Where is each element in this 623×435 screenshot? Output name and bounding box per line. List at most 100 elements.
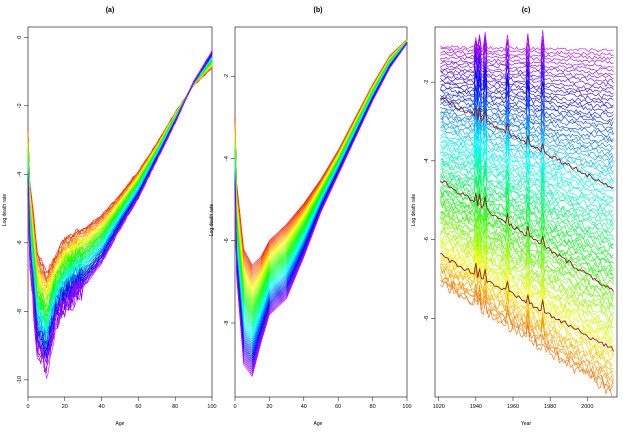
series-line	[440, 242, 614, 342]
x-tick-label: 1920	[433, 404, 445, 410]
series-line	[440, 270, 614, 381]
panel-a: (a) 0 20 40 60 80 100 -10 -8 -6 -4 -2 0 Age Log de…	[2, 7, 217, 427]
highlighted-series-line	[440, 252, 614, 352]
y-tick-label: 0	[17, 36, 23, 39]
series-line	[440, 259, 614, 366]
series-line	[440, 240, 614, 335]
series-line	[440, 103, 614, 148]
y-tick-label: -2	[224, 74, 230, 79]
series-line	[440, 66, 614, 102]
series-line	[440, 36, 614, 64]
y-tick-label: -6	[424, 237, 430, 242]
panel-b-x-label: Age	[314, 421, 323, 427]
panel-a-title: (a)	[106, 7, 115, 14]
highlighted-series-line	[440, 97, 614, 189]
series-line	[440, 200, 614, 276]
x-tick-label: 100	[402, 404, 411, 410]
series-line	[440, 111, 614, 162]
series-line	[440, 154, 614, 209]
x-tick-label: 20	[266, 404, 272, 410]
series-line	[440, 102, 614, 137]
x-tick-label: 0	[233, 404, 236, 410]
series-line	[440, 90, 614, 134]
panel-c-x-ticks: 1920 1940 1960 1980 2000	[433, 397, 593, 410]
x-tick-label: 60	[135, 404, 141, 410]
series-line	[234, 43, 408, 377]
panel-a-x-ticks: 0 20 40 60 80 100	[26, 397, 217, 410]
series-line	[27, 50, 213, 379]
series-line	[440, 240, 614, 340]
panel-c-series	[440, 29, 614, 399]
x-tick-label: 40	[99, 404, 105, 410]
y-tick-label: -6	[17, 240, 23, 245]
series-line	[440, 40, 614, 72]
series-line	[440, 48, 614, 84]
panel-a-series	[27, 50, 213, 379]
y-tick-label: -4	[17, 172, 23, 177]
panel-a-y-label: Log death rate	[2, 194, 8, 226]
series-line	[440, 120, 614, 173]
series-line	[440, 153, 614, 213]
x-tick-label: 1980	[544, 404, 556, 410]
y-tick-label: -10	[17, 376, 23, 384]
x-tick-label: 40	[301, 404, 307, 410]
panel-b: (b) 0 20 40 60 80 100 -8 -6 -4 -2 Age Log death …	[209, 7, 412, 427]
panel-a-y-ticks: -10 -8 -6 -4 -2 0	[17, 36, 28, 384]
series-line	[440, 236, 614, 329]
series-line	[440, 56, 614, 95]
series-line	[440, 129, 614, 186]
series-line	[440, 165, 614, 230]
series-line	[440, 195, 614, 272]
series-line	[440, 173, 614, 241]
y-tick-label: -2	[17, 103, 23, 108]
x-tick-label: 80	[172, 404, 178, 410]
series-line	[27, 63, 213, 292]
panel-b-plot-box	[234, 26, 408, 398]
series-line	[440, 140, 614, 193]
x-tick-label: 80	[370, 404, 376, 410]
panel-c-x-label: Year	[521, 421, 531, 427]
panel-c-plot-box	[434, 26, 618, 398]
panel-b-y-ticks: -8 -6 -4 -2	[224, 74, 235, 325]
series-line	[440, 218, 614, 310]
y-tick-label: -8	[17, 309, 23, 314]
x-tick-label: 1960	[507, 404, 519, 410]
y-tick-label: -8	[424, 316, 430, 321]
series-line	[27, 65, 213, 284]
y-tick-label: -4	[224, 156, 230, 161]
highlighted-series-line	[440, 180, 614, 292]
x-tick-label: 1940	[470, 404, 482, 410]
x-tick-label: 2000	[581, 404, 593, 410]
panel-c-y-ticks: -8 -6 -4 -2	[424, 80, 435, 321]
series-line	[440, 193, 614, 269]
y-tick-label: -4	[424, 158, 430, 163]
panel-a-x-label: Age	[116, 421, 125, 427]
series-line	[440, 33, 614, 60]
panel-b-x-ticks: 0 20 40 60 80 100	[233, 397, 412, 410]
series-line	[440, 65, 614, 98]
series-line	[440, 227, 614, 318]
panel-c-y-label: Log death rate	[411, 194, 417, 226]
panel-b-title: (b)	[314, 7, 323, 14]
panel-b-y-label: Log death rate	[209, 204, 215, 236]
panel-c: (c) 1920 1940 1960 1980 2000 -8 -6 -4 -2 Year L…	[411, 7, 618, 427]
x-tick-label: 60	[335, 404, 341, 410]
x-tick-label: 0	[26, 404, 29, 410]
series-line	[440, 159, 614, 222]
series-line	[440, 199, 614, 282]
series-line	[440, 110, 614, 165]
series-line	[440, 216, 614, 300]
series-line	[440, 216, 614, 305]
series-line	[440, 76, 614, 117]
series-line	[440, 263, 614, 372]
series-line	[440, 281, 614, 399]
x-tick-label: 100	[207, 404, 216, 410]
series-line	[440, 46, 614, 79]
series-line	[440, 167, 614, 234]
panel-c-title: (c)	[522, 7, 531, 14]
series-line	[440, 96, 614, 142]
y-tick-label: -6	[224, 238, 230, 243]
panel-b-series	[234, 39, 408, 377]
y-tick-label: -2	[424, 80, 430, 85]
